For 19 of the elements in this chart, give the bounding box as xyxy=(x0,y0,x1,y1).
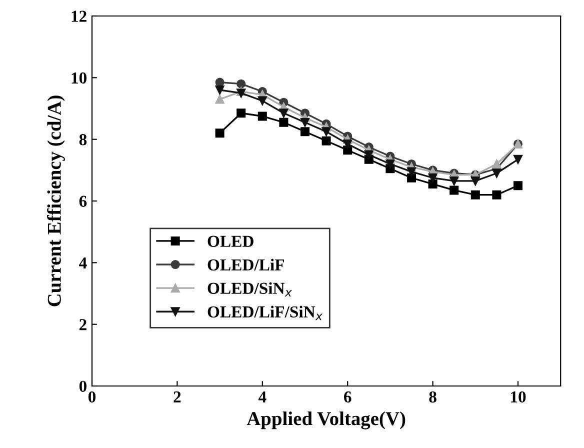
y-tick-label: 12 xyxy=(72,10,86,22)
y-tick-label: 8 xyxy=(79,134,87,146)
legend-label: OLED xyxy=(208,236,254,247)
x-tick-label: 4 xyxy=(258,391,266,402)
legend-label: OLED/LiF/SiN$_{x}$ xyxy=(208,306,323,320)
y-tick-label: 6 xyxy=(79,196,87,207)
y-tick-label: 4 xyxy=(79,257,87,268)
legend-label: OLED/LiF xyxy=(208,258,284,271)
y-tick-label: 2 xyxy=(80,319,86,330)
y-tick-label: 0 xyxy=(79,380,87,392)
x-tick-label: 6 xyxy=(344,391,352,403)
legend-label: OLED/SiN$_{x}$ xyxy=(208,282,292,297)
y-axis-title: Current Efficiency (cd/A) xyxy=(47,96,65,306)
y-tick-label: 10 xyxy=(72,72,87,84)
x-tick-label: 8 xyxy=(429,391,436,403)
x-tick-label: 0 xyxy=(88,391,96,403)
x-axis-title: Applied Voltage(V) xyxy=(246,412,406,430)
x-tick-label: 2 xyxy=(174,391,181,402)
x-tick-label: 10 xyxy=(511,391,526,403)
